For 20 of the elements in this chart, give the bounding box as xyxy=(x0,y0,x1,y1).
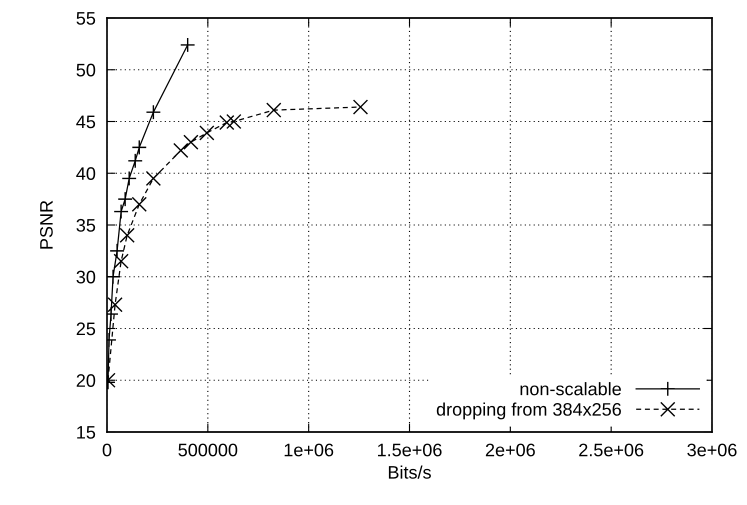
legend-label: non-scalable xyxy=(520,382,621,396)
x-tick-label: 2e+06 xyxy=(486,444,535,456)
y-tick-label: 50 xyxy=(76,64,96,76)
x-tick-label: 0 xyxy=(102,444,112,456)
x-tick-label: 1.5e+06 xyxy=(378,444,442,456)
y-tick-label: 25 xyxy=(76,322,96,336)
x-tick-label: 3e+06 xyxy=(687,444,737,456)
y-tick-label: 30 xyxy=(76,270,96,284)
y-tick-label: 45 xyxy=(76,116,96,128)
x-tick-label: 500000 xyxy=(178,444,238,456)
legend-label: dropping from 384x256 xyxy=(436,402,621,420)
x-axis-title: Bits/s xyxy=(388,466,431,479)
y-tick-label: 55 xyxy=(76,12,96,25)
x-tick-label: 2.5e+06 xyxy=(579,444,644,456)
y-tick-label: 40 xyxy=(76,167,96,180)
y-tick-label: 15 xyxy=(77,426,96,439)
y-tick-label: 35 xyxy=(76,218,96,232)
x-tick-label: 1e+06 xyxy=(284,444,334,456)
y-axis-title: PSNR xyxy=(40,200,53,249)
y-tick-label: 20 xyxy=(76,374,96,387)
